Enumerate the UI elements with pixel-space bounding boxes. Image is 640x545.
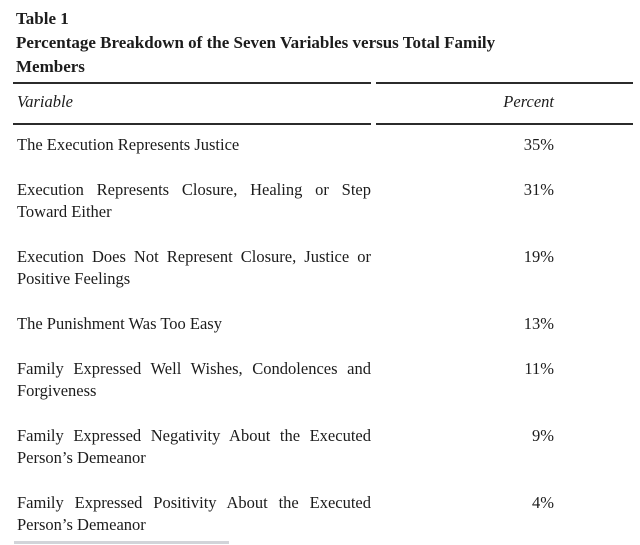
table-row: The Punishment Was Too Easy 13%: [13, 313, 633, 335]
table-number: Table 1: [16, 9, 69, 28]
table-row: Execution Represents Closure, Healing or…: [13, 179, 633, 223]
variable-cell: Family Expressed Positivity About the Ex…: [17, 493, 371, 534]
variable-cell: Family Expressed Well Wishes, Condolence…: [17, 359, 371, 400]
variable-cell: The Execution Represents Justice: [17, 135, 240, 154]
table-body: The Execution Represents Justice 35% Exe…: [13, 125, 633, 536]
table-caption: Table 1 Percentage Breakdown of the Seve…: [0, 0, 640, 79]
column-header-variable: Variable: [13, 82, 371, 125]
bottom-rule-fragment: [14, 541, 229, 544]
percent-cell: 9%: [532, 426, 554, 445]
table-row: Family Expressed Well Wishes, Condolence…: [13, 358, 633, 402]
variable-cell: Execution Represents Closure, Healing or…: [17, 180, 371, 221]
variable-cell: The Punishment Was Too Easy: [17, 314, 222, 333]
percent-cell: 11%: [524, 359, 554, 378]
variable-cell: Family Expressed Negativity About the Ex…: [17, 426, 371, 467]
data-table: Variable Percent The Execution Represent…: [13, 82, 633, 536]
table-row: Execution Does Not Represent Closure, Ju…: [13, 246, 633, 290]
percent-cell: 19%: [523, 247, 554, 266]
table-row: Family Expressed Negativity About the Ex…: [13, 425, 633, 469]
percent-cell: 13%: [523, 314, 554, 333]
table-row: Family Expressed Positivity About the Ex…: [13, 492, 633, 536]
percent-cell: 35%: [523, 135, 554, 154]
variable-cell: Execution Does Not Represent Closure, Ju…: [17, 247, 371, 288]
table-title: Percentage Breakdown of the Seven Variab…: [16, 33, 496, 76]
column-header-percent: Percent: [376, 82, 633, 125]
percent-cell: 31%: [523, 180, 554, 199]
table-header-row: Variable Percent: [13, 82, 633, 125]
percent-cell: 4%: [532, 493, 554, 512]
table-row: The Execution Represents Justice 35%: [13, 134, 633, 156]
